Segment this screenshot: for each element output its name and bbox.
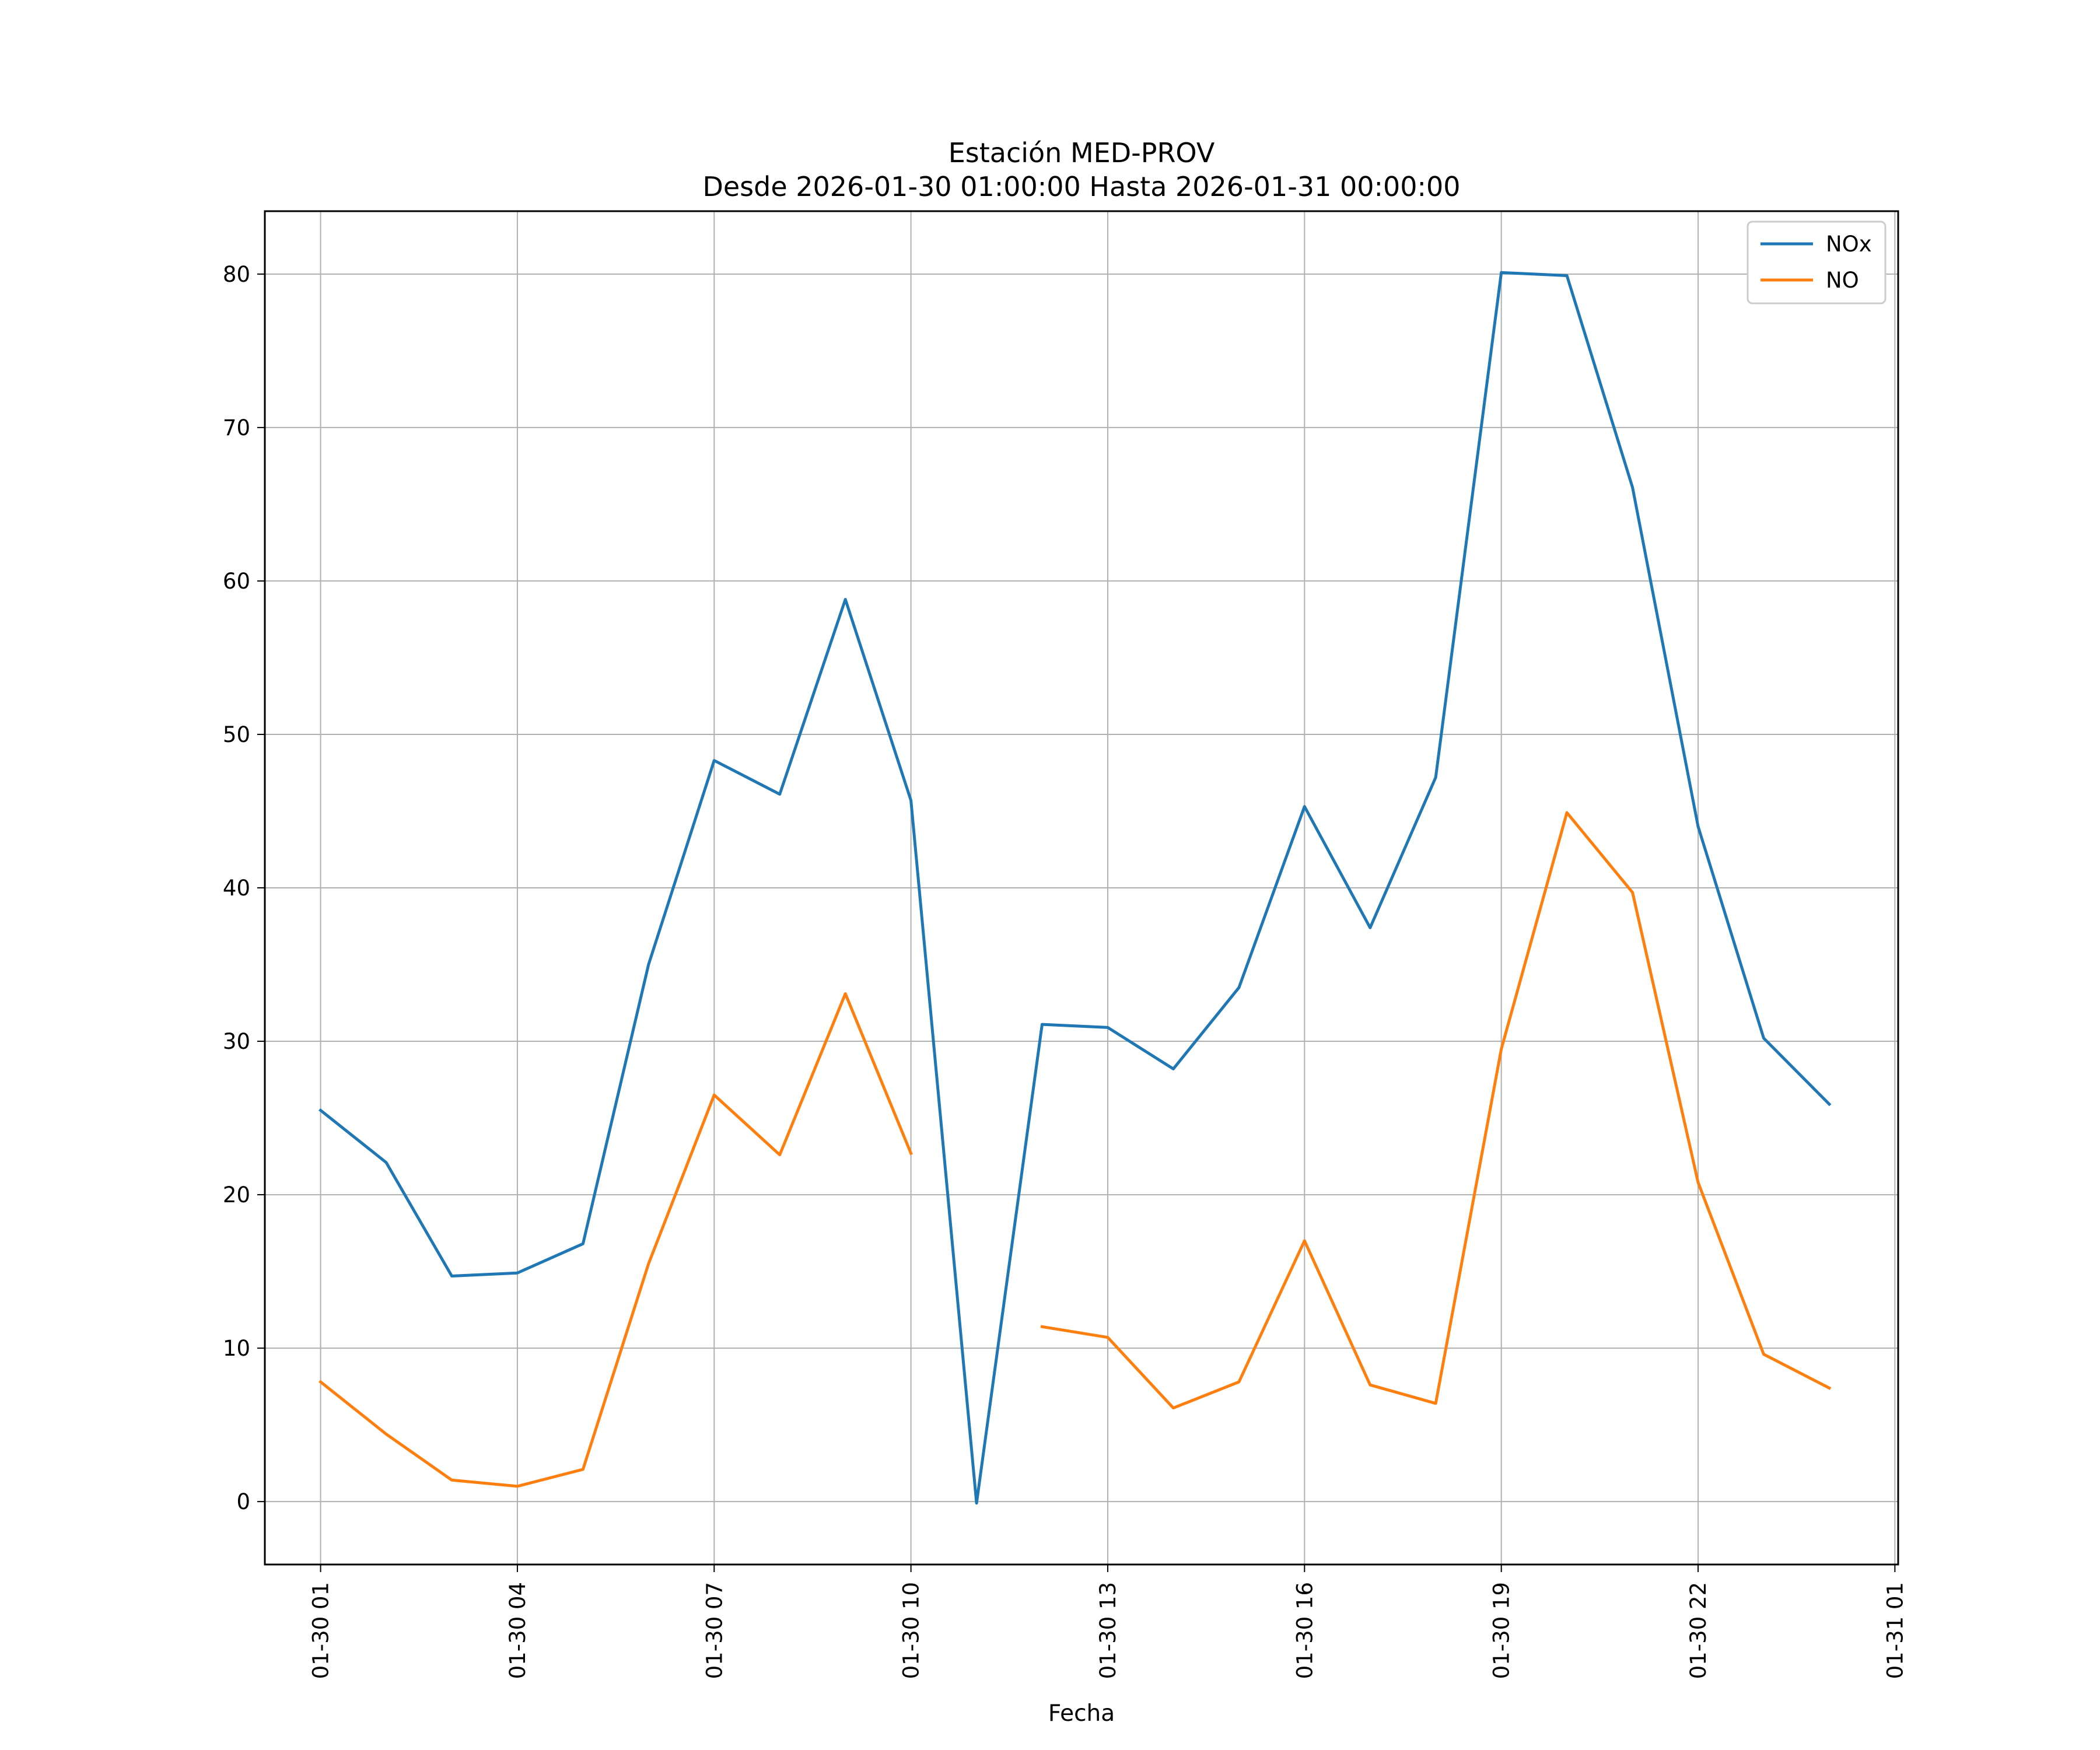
x-tick-label: 01-30 16 <box>1292 1582 1317 1679</box>
x-axis-label: Fecha <box>1048 1700 1115 1727</box>
series-line-nox <box>318 271 1832 1505</box>
x-tick-label: 01-30 07 <box>702 1582 727 1679</box>
x-tick-label: 01-30 13 <box>1096 1582 1121 1679</box>
y-tick-label: 70 <box>223 415 250 440</box>
x-tick-label: 01-30 19 <box>1489 1582 1514 1679</box>
series-line-no <box>318 811 1832 1488</box>
y-tick-label: 60 <box>223 569 250 594</box>
x-tick-label: 01-30 04 <box>505 1582 530 1679</box>
x-axis: 01-30 01 01-30 04 01-30 07 01-30 10 01-30 13… <box>309 1564 1908 1679</box>
y-tick-label: 50 <box>223 722 250 747</box>
y-axis: 0 10 20 30 40 50 60 70 80 <box>223 262 265 1514</box>
y-tick-label: 40 <box>223 876 250 901</box>
series-lines <box>318 271 1832 1505</box>
legend: NOx NO <box>1746 220 1887 304</box>
y-tick-label: 30 <box>223 1029 250 1054</box>
x-tick-label: 01-30 10 <box>899 1582 924 1679</box>
x-tick-label: 01-30 22 <box>1686 1582 1711 1679</box>
y-tick-label: 10 <box>223 1336 250 1361</box>
legend-label-no: NO <box>1826 268 1859 293</box>
y-tick-label: 80 <box>223 262 250 287</box>
y-tick-label: 0 <box>236 1489 250 1514</box>
chart-title: Estación MED-PROV <box>949 137 1215 169</box>
y-tick-label: 20 <box>223 1182 250 1208</box>
chart-subtitle: Desde 2026-01-30 01:00:00 Hasta 2026-01-… <box>702 171 1460 202</box>
x-tick-label: 01-31 01 <box>1882 1582 1908 1679</box>
x-tick-label: 01-30 01 <box>309 1582 334 1679</box>
legend-label-nox: NOx <box>1826 232 1872 257</box>
grid-lines <box>265 211 1898 1564</box>
legend-box <box>1746 220 1887 304</box>
